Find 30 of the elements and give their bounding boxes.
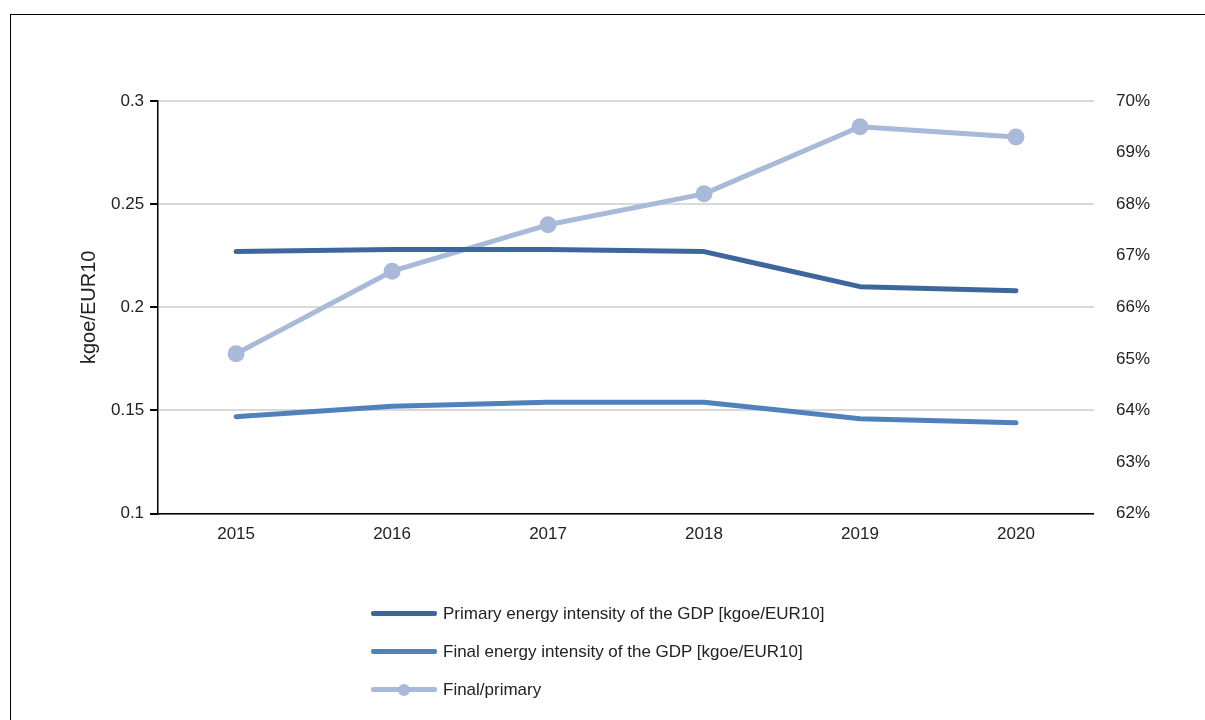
y-tick-label: 0.3 [120,90,145,110]
x-tick-label: 2018 [685,524,723,544]
point [227,345,245,363]
y2-tick-label: 66% [1115,296,1151,316]
point [539,216,557,234]
x-tick-label: 2019 [841,524,879,544]
y-tick-label: 0.25 [110,193,145,213]
x-tick-label: 2015 [217,524,255,544]
y2-tick-label: 64% [1115,400,1151,420]
legend-label: Final energy intensity of the GDP [kgoe/EUR10] [443,642,803,662]
x-tick-label: 2020 [997,524,1035,544]
y2-tick-label: 65% [1115,348,1151,368]
y-tick-label: 0.1 [120,503,145,523]
point [1007,128,1025,146]
y2-tick-label: 68% [1115,193,1151,213]
legend-label: Final/primary [443,680,542,700]
y2-tick-label: 63% [1115,451,1151,471]
y-axis-title: kgoe/EUR10 [76,250,99,364]
point [851,118,869,136]
y-tick-label: 0.15 [110,400,145,420]
y2-tick-label: 62% [1115,503,1151,523]
y2-tick-label: 67% [1115,245,1151,265]
x-tick-label: 2016 [373,524,411,544]
point [383,262,401,280]
y2-tick-label: 70% [1115,90,1151,110]
point [695,185,713,203]
y2-tick-label: 69% [1115,142,1151,162]
x-tick-label: 2017 [529,524,567,544]
legend-label: Primary energy intensity of the GDP [kgoe/EUR10] [443,604,825,624]
y-tick-label: 0.2 [120,296,145,316]
